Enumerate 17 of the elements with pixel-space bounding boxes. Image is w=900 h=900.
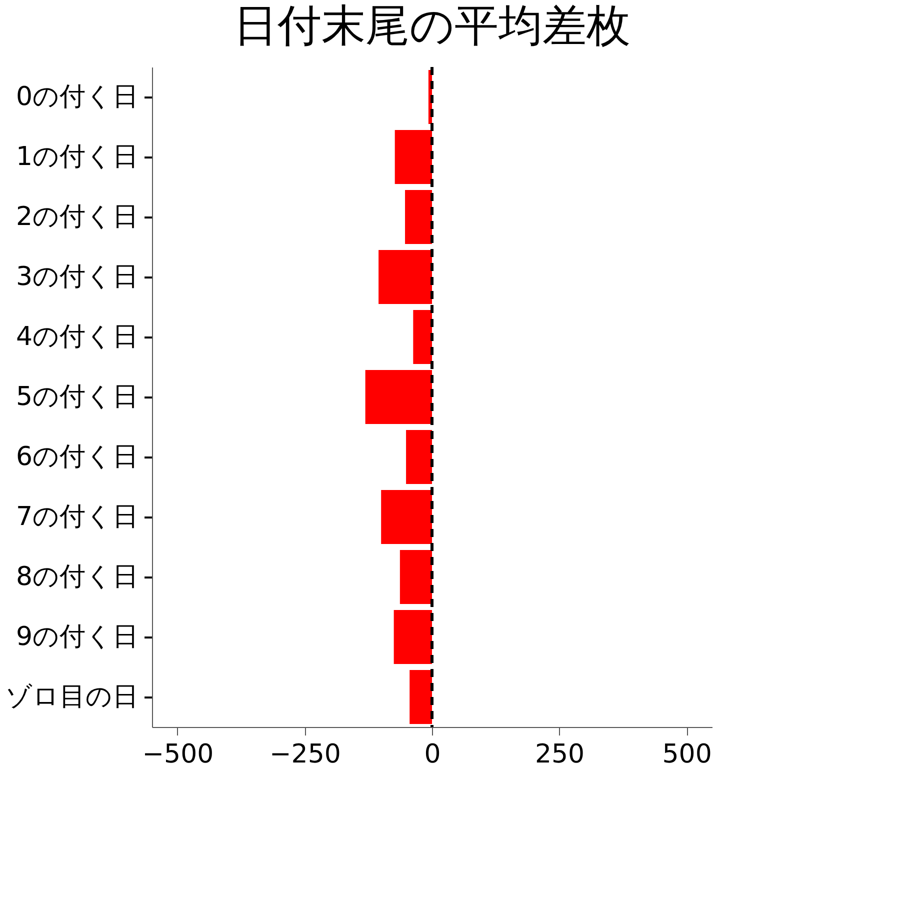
y-tick-label: 9の付く日 <box>16 622 138 652</box>
x-tick-label: −500 <box>142 740 214 770</box>
x-tick-label: −250 <box>270 740 341 770</box>
y-tick-label: 8の付く日 <box>16 562 138 592</box>
y-tick-label: 0の付く日 <box>16 82 138 112</box>
chart-title: 日付末尾の平均差枚 <box>234 0 630 52</box>
y-tick-label: 1の付く日 <box>16 142 138 172</box>
x-tick-label: 0 <box>424 740 441 770</box>
y-tick-label: 2の付く日 <box>16 202 138 232</box>
y-tick-label: ゾロ目の日 <box>6 682 138 712</box>
y-tick-label: 4の付く日 <box>16 322 138 352</box>
y-tick-label: 7の付く日 <box>16 502 138 532</box>
y-tick-label: 6の付く日 <box>16 442 138 472</box>
y-tick-label: 5の付く日 <box>16 382 138 412</box>
x-tick-label: 250 <box>534 740 585 770</box>
x-tick-label: 500 <box>662 740 712 770</box>
y-tick-label: 3の付く日 <box>16 262 138 292</box>
